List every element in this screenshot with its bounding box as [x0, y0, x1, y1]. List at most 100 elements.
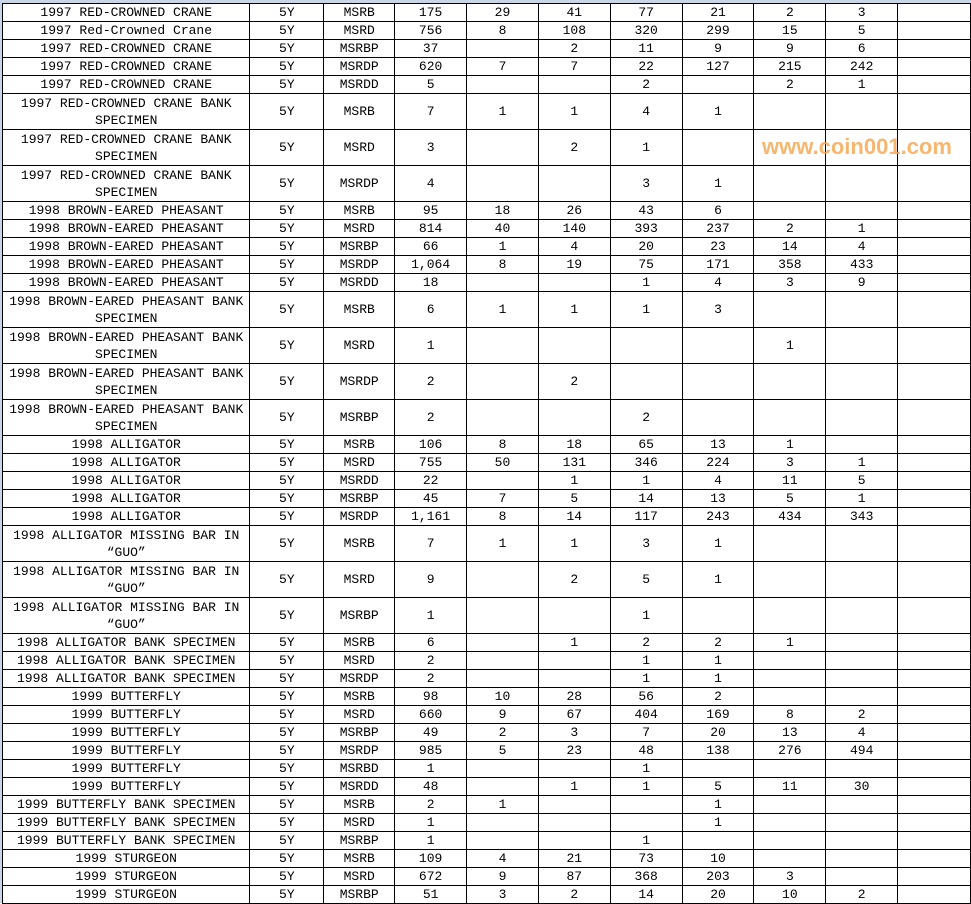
cell-denomination[interactable]: 5Y: [249, 93, 325, 130]
cell-total[interactable]: 756: [394, 21, 468, 40]
cell-denomination[interactable]: 5Y: [249, 453, 325, 472]
cell-grade-col-2[interactable]: [537, 669, 611, 688]
cell-grade-col-6[interactable]: 2: [825, 885, 899, 904]
cell-grade-type[interactable]: MSRD: [323, 867, 396, 886]
cell-coin-name[interactable]: 1999 BUTTERFLY BANK SPECIMEN: [1, 831, 251, 850]
cell-total[interactable]: 3: [394, 129, 468, 166]
cell-grade-col-1[interactable]: 8: [466, 255, 539, 274]
cell-coin-name[interactable]: 1998 ALLIGATOR MISSING BAR IN “GUO”: [1, 597, 251, 634]
cell-total[interactable]: 9: [394, 561, 468, 598]
cell-denomination[interactable]: 5Y: [249, 165, 325, 202]
cell-grade-col-1[interactable]: 7: [466, 489, 539, 508]
cell-grade-type[interactable]: MSRB: [323, 633, 396, 652]
cell-grade-col-5[interactable]: 5: [753, 489, 827, 508]
cell-grade-col-1[interactable]: [466, 129, 539, 166]
cell-grade-col-2[interactable]: 18: [537, 435, 611, 454]
cell-grade-col-5[interactable]: [753, 399, 827, 436]
cell-total[interactable]: 1: [394, 831, 468, 850]
cell-denomination[interactable]: 5Y: [249, 201, 325, 220]
cell-total[interactable]: 620: [394, 57, 468, 76]
cell-grade-col-4[interactable]: 127: [681, 57, 755, 76]
cell-coin-name[interactable]: 1998 BROWN-EARED PHEASANT BANK SPECIMEN: [1, 291, 251, 328]
cell-denomination[interactable]: 5Y: [249, 723, 325, 742]
cell-grade-col-1[interactable]: 1: [466, 525, 539, 562]
cell-coin-name[interactable]: 1999 STURGEON: [1, 867, 251, 886]
cell-total[interactable]: 5: [394, 75, 468, 94]
cell-coin-name[interactable]: 1998 ALLIGATOR: [1, 435, 251, 454]
cell-extra-col[interactable]: [897, 813, 971, 832]
cell-grade-col-3[interactable]: 73: [609, 849, 683, 868]
cell-grade-col-5[interactable]: 276: [753, 741, 827, 760]
cell-grade-col-2[interactable]: 67: [537, 705, 611, 724]
cell-grade-type[interactable]: MSRD: [323, 129, 396, 166]
cell-grade-col-1[interactable]: 1: [466, 93, 539, 130]
cell-grade-type[interactable]: MSRDD: [323, 273, 396, 292]
cell-extra-col[interactable]: [897, 453, 971, 472]
cell-denomination[interactable]: 5Y: [249, 291, 325, 328]
cell-denomination[interactable]: 5Y: [249, 237, 325, 256]
cell-grade-col-5[interactable]: 1: [753, 435, 827, 454]
cell-denomination[interactable]: 5Y: [249, 39, 325, 58]
cell-extra-col[interactable]: [897, 219, 971, 238]
cell-grade-type[interactable]: MSRB: [323, 201, 396, 220]
cell-coin-name[interactable]: 1999 STURGEON: [1, 849, 251, 868]
cell-grade-col-2[interactable]: 1: [537, 291, 611, 328]
cell-extra-col[interactable]: [897, 93, 971, 130]
cell-total[interactable]: 2: [394, 651, 468, 670]
cell-denomination[interactable]: 5Y: [249, 849, 325, 868]
cell-grade-col-3[interactable]: 11: [609, 39, 683, 58]
cell-grade-col-6[interactable]: [825, 795, 899, 814]
cell-grade-col-6[interactable]: 4: [825, 723, 899, 742]
cell-grade-col-4[interactable]: 20: [681, 885, 755, 904]
cell-grade-type[interactable]: MSRB: [323, 291, 396, 328]
cell-grade-col-1[interactable]: 29: [466, 3, 539, 22]
cell-grade-col-3[interactable]: 1: [609, 831, 683, 850]
cell-coin-name[interactable]: 1999 BUTTERFLY BANK SPECIMEN: [1, 795, 251, 814]
cell-grade-col-5[interactable]: [753, 651, 827, 670]
cell-extra-col[interactable]: [897, 849, 971, 868]
cell-extra-col[interactable]: [897, 669, 971, 688]
cell-grade-col-1[interactable]: [466, 759, 539, 778]
cell-grade-col-5[interactable]: 3: [753, 453, 827, 472]
cell-grade-col-1[interactable]: 8: [466, 21, 539, 40]
cell-total[interactable]: 37: [394, 39, 468, 58]
cell-grade-col-5[interactable]: [753, 813, 827, 832]
cell-grade-col-2[interactable]: [537, 399, 611, 436]
cell-grade-col-3[interactable]: 404: [609, 705, 683, 724]
cell-grade-col-3[interactable]: 1: [609, 597, 683, 634]
cell-grade-col-6[interactable]: [825, 651, 899, 670]
cell-grade-col-3[interactable]: [609, 363, 683, 400]
cell-coin-name[interactable]: 1997 RED-CROWNED CRANE: [1, 75, 251, 94]
cell-denomination[interactable]: 5Y: [249, 795, 325, 814]
cell-grade-col-3[interactable]: 14: [609, 489, 683, 508]
cell-grade-col-2[interactable]: 4: [537, 237, 611, 256]
cell-grade-col-6[interactable]: [825, 669, 899, 688]
cell-grade-col-4[interactable]: 169: [681, 705, 755, 724]
cell-total[interactable]: 1,064: [394, 255, 468, 274]
cell-grade-col-5[interactable]: 9: [753, 39, 827, 58]
cell-grade-type[interactable]: MSRDP: [323, 363, 396, 400]
cell-denomination[interactable]: 5Y: [249, 75, 325, 94]
cell-denomination[interactable]: 5Y: [249, 471, 325, 490]
cell-grade-col-2[interactable]: 1: [537, 93, 611, 130]
cell-grade-col-5[interactable]: 10: [753, 885, 827, 904]
cell-grade-col-4[interactable]: [681, 831, 755, 850]
cell-grade-col-6[interactable]: 433: [825, 255, 899, 274]
cell-coin-name[interactable]: 1999 STURGEON: [1, 885, 251, 904]
cell-grade-col-6[interactable]: [825, 831, 899, 850]
cell-grade-col-4[interactable]: 138: [681, 741, 755, 760]
cell-denomination[interactable]: 5Y: [249, 525, 325, 562]
cell-grade-col-5[interactable]: [753, 669, 827, 688]
cell-grade-col-4[interactable]: 1: [681, 561, 755, 598]
cell-grade-col-3[interactable]: 1: [609, 129, 683, 166]
cell-extra-col[interactable]: [897, 165, 971, 202]
cell-grade-col-3[interactable]: 320: [609, 21, 683, 40]
cell-coin-name[interactable]: 1998 BROWN-EARED PHEASANT: [1, 201, 251, 220]
cell-denomination[interactable]: 5Y: [249, 489, 325, 508]
cell-grade-col-1[interactable]: 2: [466, 723, 539, 742]
cell-denomination[interactable]: 5Y: [249, 687, 325, 706]
cell-grade-col-4[interactable]: 3: [681, 291, 755, 328]
cell-grade-col-6[interactable]: 30: [825, 777, 899, 796]
cell-grade-col-3[interactable]: 56: [609, 687, 683, 706]
cell-grade-col-4[interactable]: 4: [681, 471, 755, 490]
